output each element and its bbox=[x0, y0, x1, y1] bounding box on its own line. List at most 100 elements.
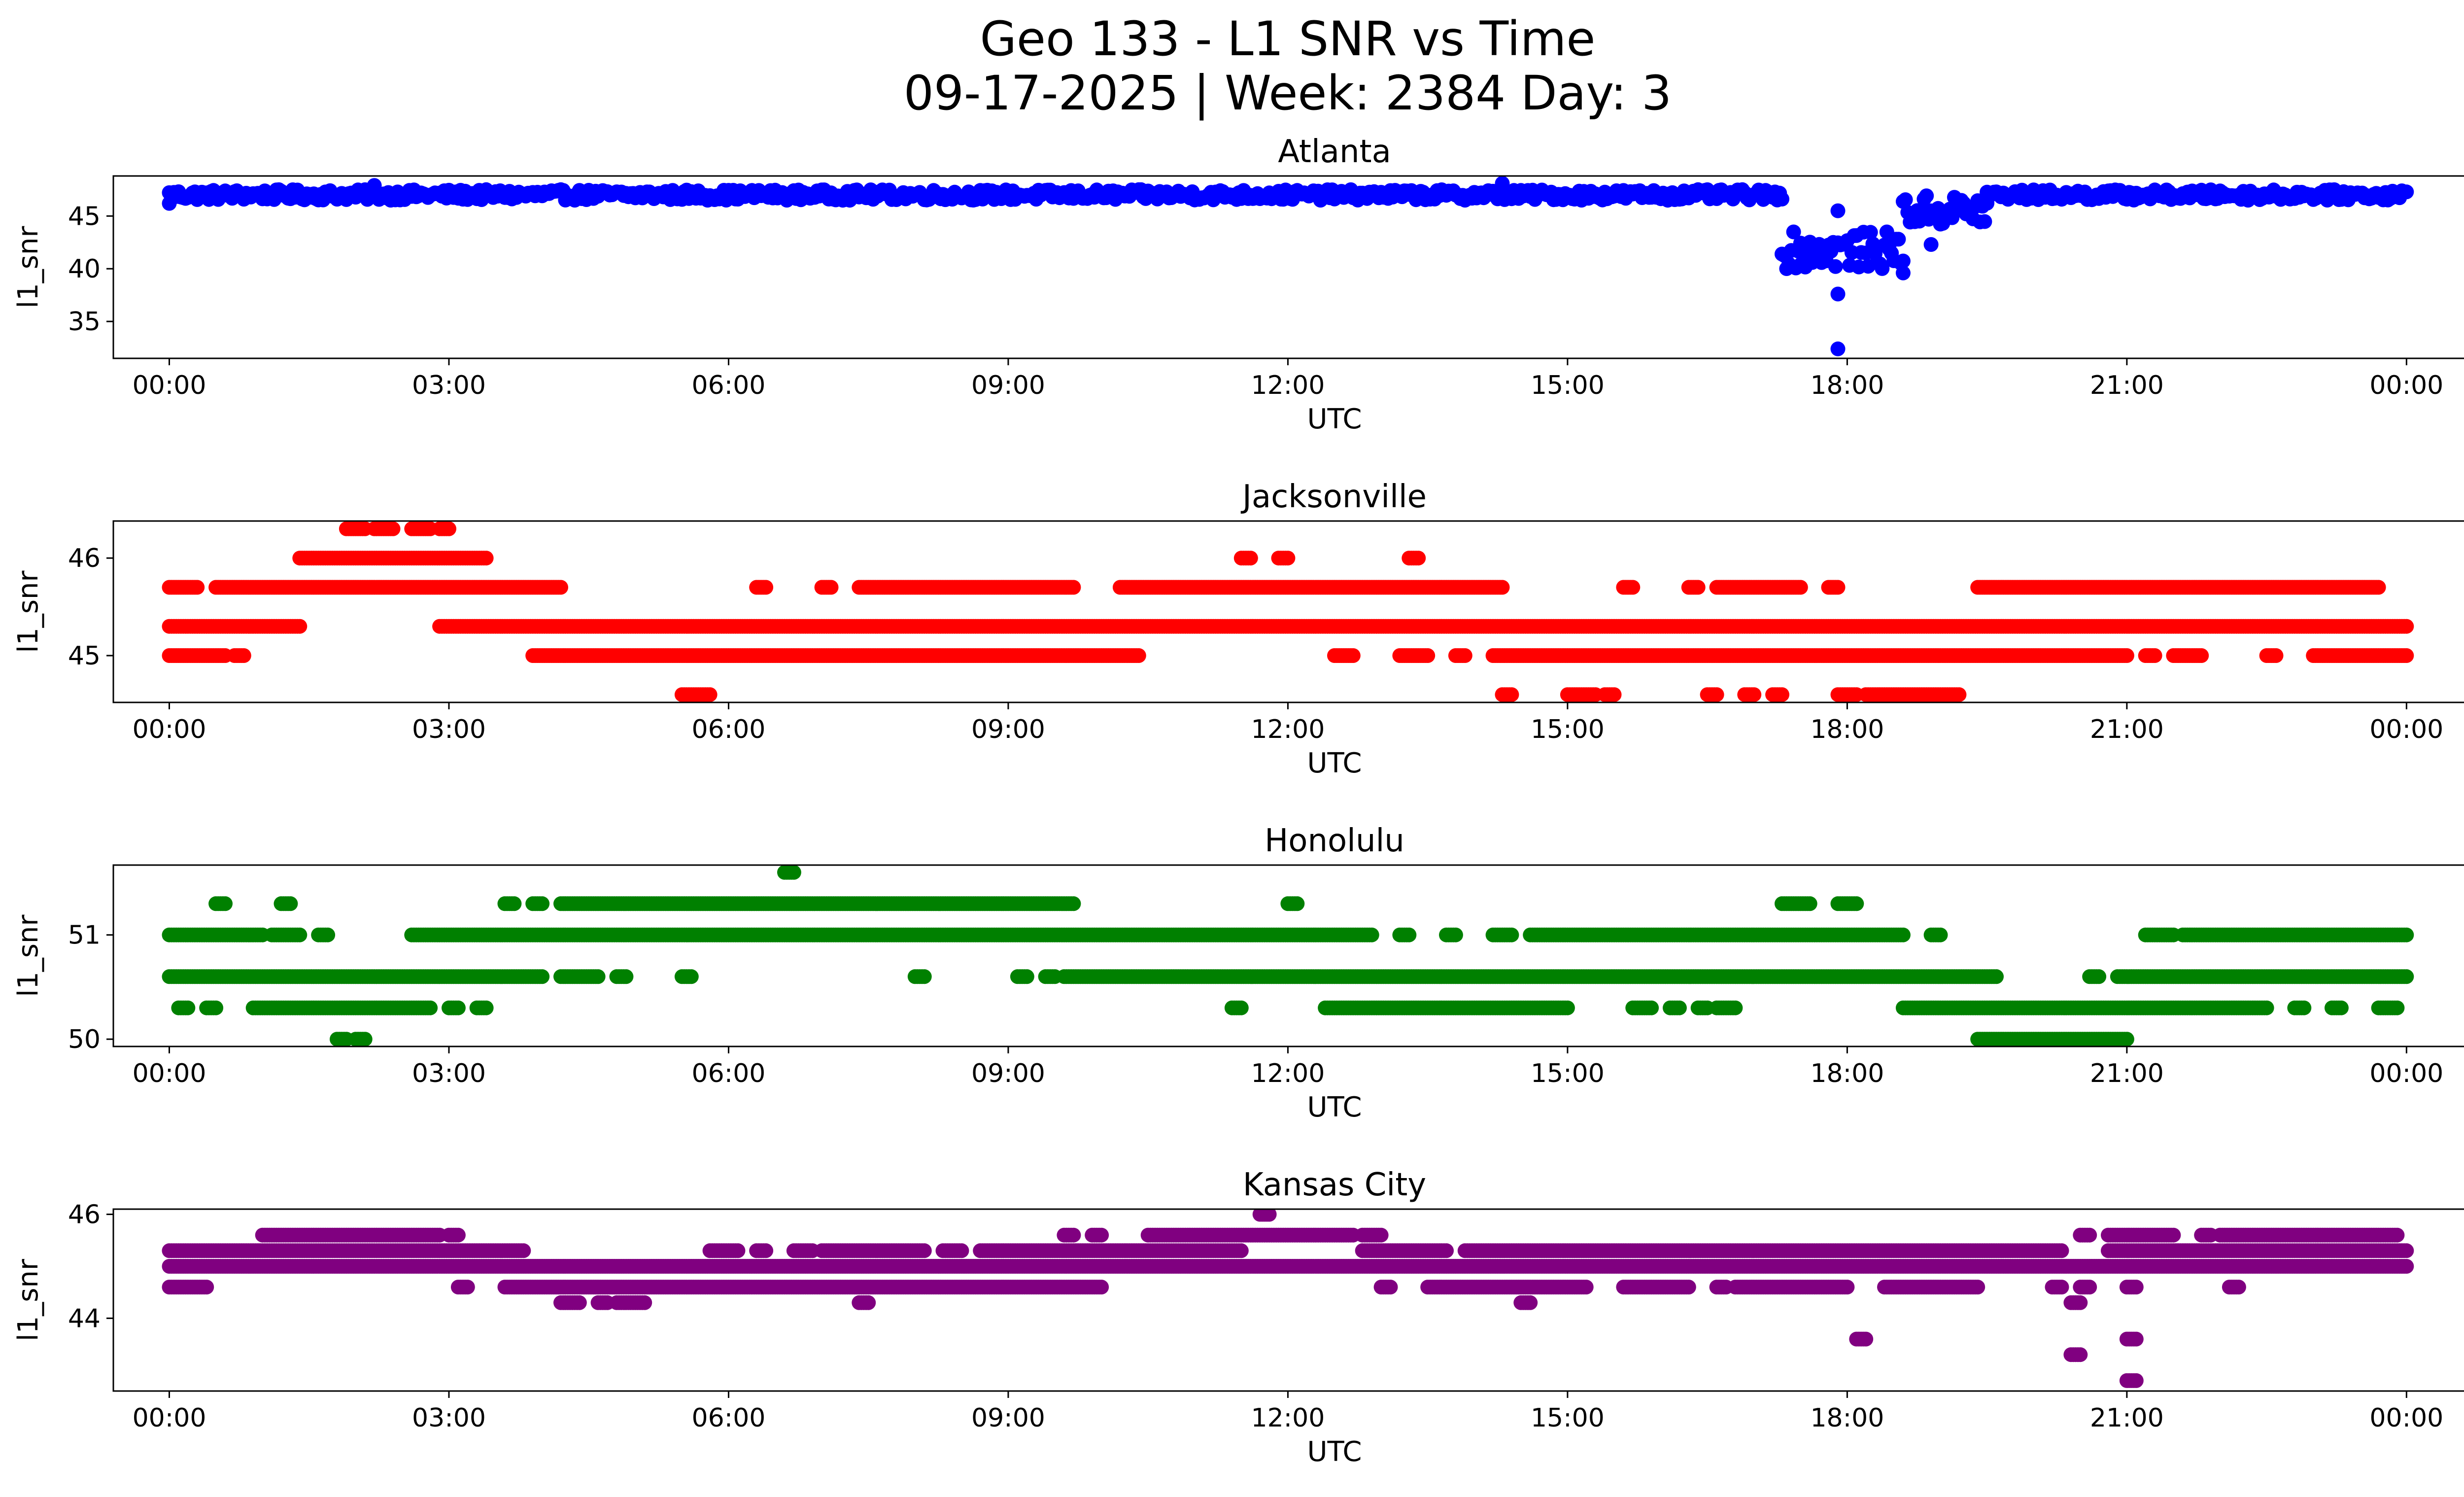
chart-1-point bbox=[2269, 648, 2284, 663]
chart-0-point bbox=[1919, 188, 1934, 203]
chart-0-x-tick-label: 18:00 bbox=[1810, 371, 1884, 400]
chart-0-x-tick-label: 06:00 bbox=[692, 371, 766, 400]
chart-0-point bbox=[2399, 184, 2414, 199]
chart-0-y-tick-label: 35 bbox=[68, 307, 101, 337]
chart-2-title: Honolulu bbox=[1265, 823, 1404, 859]
chart-0-x-tick-label: 00:00 bbox=[2369, 371, 2443, 400]
chart-1-point bbox=[1793, 580, 1808, 595]
chart-2-point bbox=[218, 896, 233, 911]
chart-2-point bbox=[787, 865, 801, 880]
chart-1-ylabel: l1_snr bbox=[12, 570, 44, 653]
chart-2-point bbox=[591, 969, 606, 984]
chart-2-point bbox=[320, 928, 335, 942]
chart-2-point bbox=[535, 896, 549, 911]
chart-1: Jacksonville 00:00 03:00 06:00 09:00 12:00 15:… bbox=[12, 479, 2464, 779]
chart-1-point bbox=[190, 580, 205, 595]
chart-1-point bbox=[1411, 551, 1426, 565]
chart-1-point bbox=[1625, 580, 1640, 595]
chart-1-x-tick-label: 03:00 bbox=[412, 715, 486, 744]
chart-1-point bbox=[758, 580, 773, 595]
chart-0-outlier-point bbox=[1896, 266, 1911, 280]
chart-1-point bbox=[1710, 687, 1724, 702]
figure-title-line1: Geo 133 - L1 SNR vs Time bbox=[980, 11, 1596, 67]
chart-0-point bbox=[1898, 192, 1913, 207]
chart-2-point bbox=[1448, 928, 1463, 942]
chart-1-point bbox=[1746, 687, 1761, 702]
chart-1-title: Jacksonville bbox=[1240, 479, 1427, 515]
chart-1-frame bbox=[113, 521, 2464, 702]
chart-1-point bbox=[2120, 648, 2134, 663]
chart-1-point bbox=[1607, 687, 1622, 702]
chart-0-outlier-point bbox=[1793, 257, 1808, 272]
chart-0-xlabel: UTC bbox=[1307, 403, 1362, 435]
chart-0-outlier-point bbox=[1831, 342, 1846, 356]
chart-2-point bbox=[1290, 896, 1304, 911]
chart-0-outlier-point bbox=[1831, 287, 1846, 302]
chart-0-outlier-point bbox=[367, 178, 382, 193]
chart-1-point bbox=[2399, 648, 2414, 663]
chart-1-point bbox=[1420, 648, 1435, 663]
chart-1-point bbox=[1775, 687, 1789, 702]
chart-2-point bbox=[1849, 896, 1864, 911]
chart-1-x-tick-label: 21:00 bbox=[2090, 715, 2164, 744]
figure-title-line2: 09-17-2025 | Week: 2384 Day: 3 bbox=[904, 66, 1672, 121]
chart-2-point bbox=[283, 896, 298, 911]
chart-1-x-tick-label: 15:00 bbox=[1531, 715, 1605, 744]
chart-1-point bbox=[2194, 648, 2209, 663]
chart-1-x-tick-label: 18:00 bbox=[1810, 715, 1884, 744]
chart-2-point bbox=[535, 969, 549, 984]
chart-2-point bbox=[917, 969, 932, 984]
chart-2-point bbox=[1402, 928, 1416, 942]
chart-2-points bbox=[162, 865, 2414, 1046]
chart-0-outlier-point bbox=[162, 196, 177, 211]
chart-1-x-tick-label: 09:00 bbox=[971, 715, 1045, 744]
chart-1-point bbox=[824, 580, 839, 595]
chart-1-y-tick-label: 45 bbox=[68, 641, 101, 671]
chart-0-x-tick-label: 00:00 bbox=[133, 371, 206, 400]
chart-1-point bbox=[1504, 687, 1519, 702]
chart-0-ylabel: l1_snr bbox=[12, 226, 44, 309]
chart-1-point bbox=[1951, 687, 1966, 702]
chart-1-point bbox=[703, 687, 718, 702]
chart-1-x-tick-label: 12:00 bbox=[1251, 715, 1325, 744]
chart-1-point bbox=[553, 580, 568, 595]
chart-0-point bbox=[1828, 259, 1843, 274]
chart-0-x-tick-label: 12:00 bbox=[1251, 371, 1325, 400]
chart-1-point bbox=[442, 522, 456, 536]
chart-1-point bbox=[1346, 648, 1361, 663]
chart-1-point bbox=[1280, 551, 1295, 565]
chart-0-x-tick-label: 09:00 bbox=[971, 371, 1045, 400]
chart-0-point bbox=[1775, 192, 1789, 207]
chart-2-point bbox=[1365, 928, 1379, 942]
chart-1-point bbox=[292, 619, 307, 634]
chart-0-x-tick-label: 15:00 bbox=[1531, 371, 1605, 400]
chart-0-points bbox=[162, 176, 2414, 356]
chart-1-points bbox=[162, 522, 2414, 702]
chart-1-point bbox=[1243, 551, 1258, 565]
chart-1-x-tick-label: 00:00 bbox=[2369, 715, 2443, 744]
chart-2-point bbox=[618, 969, 633, 984]
chart-1-x-tick-label: 06:00 bbox=[692, 715, 766, 744]
chart-1-point bbox=[2148, 648, 2162, 663]
chart-1-point bbox=[237, 648, 251, 663]
chart-1-point bbox=[2399, 619, 2414, 634]
chart-1-point bbox=[2371, 580, 2386, 595]
chart-2-point bbox=[1933, 928, 1948, 942]
chart-1-point bbox=[479, 551, 494, 565]
chart-2-point bbox=[1020, 969, 1034, 984]
chart-1-point bbox=[1831, 580, 1846, 595]
chart-0-y-tick-label: 40 bbox=[68, 254, 101, 284]
chart-0-outlier-point bbox=[1495, 176, 1510, 191]
chart-2-point bbox=[1066, 896, 1081, 911]
chart-1-x-tick-label: 00:00 bbox=[133, 715, 206, 744]
chart-0-x-tick-label: 03:00 bbox=[412, 371, 486, 400]
chart-1-point bbox=[1131, 648, 1146, 663]
chart-2-point bbox=[2399, 928, 2414, 942]
chart-1-point bbox=[1495, 580, 1510, 595]
chart-2-point bbox=[684, 969, 699, 984]
chart-2-point bbox=[507, 896, 521, 911]
